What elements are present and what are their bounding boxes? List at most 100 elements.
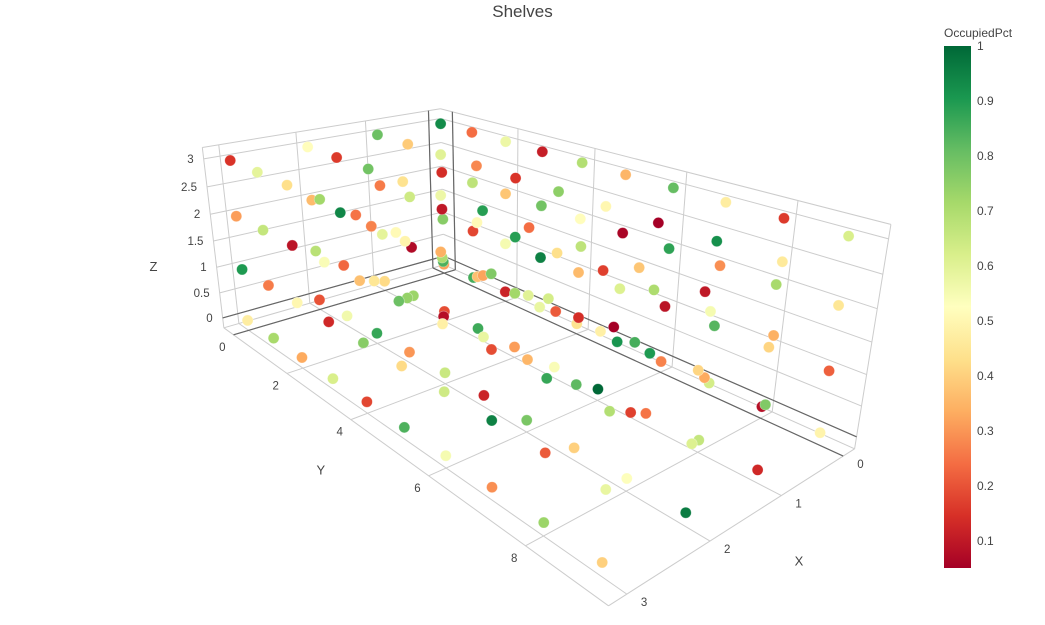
scatter-point[interactable] [523, 221, 535, 234]
scatter-point[interactable] [778, 212, 790, 225]
scatter-point[interactable] [572, 311, 585, 324]
scatter-point[interactable] [499, 237, 512, 250]
scatter-point[interactable] [539, 447, 552, 459]
scatter-point[interactable] [714, 259, 726, 272]
scatter-point[interactable] [648, 284, 660, 296]
scatter-point[interactable] [814, 426, 826, 439]
scatter-point[interactable] [437, 213, 449, 226]
scatter-point[interactable] [552, 185, 565, 198]
scatter-point[interactable] [698, 371, 711, 384]
scatter-point[interactable] [435, 166, 448, 179]
scatter-point[interactable] [361, 396, 373, 408]
scatter-point[interactable] [313, 193, 326, 206]
scatter-point[interactable] [663, 242, 675, 255]
scatter-point[interactable] [619, 168, 632, 181]
scatter-point[interactable] [371, 327, 383, 340]
scatter-point[interactable] [576, 156, 588, 169]
scatter-point[interactable] [470, 160, 483, 172]
scatter-point[interactable] [711, 235, 723, 248]
scatter-point[interactable] [499, 135, 512, 148]
scatter-point[interactable] [236, 263, 248, 276]
scatter-point[interactable] [832, 299, 845, 312]
scatter-point[interactable] [477, 331, 490, 343]
scatter-point[interactable] [357, 337, 370, 349]
scatter-point[interactable] [770, 278, 783, 291]
scatter-point[interactable] [301, 141, 314, 153]
scatter-point[interactable] [644, 347, 656, 360]
scatter-point[interactable] [603, 405, 616, 418]
scatter-point[interactable] [508, 341, 521, 353]
scatter-point[interactable] [434, 189, 447, 202]
scatter-point[interactable] [533, 301, 546, 313]
scatter-point[interactable] [401, 138, 414, 151]
scatter-point[interactable] [313, 294, 326, 306]
scatter-point[interactable] [600, 200, 612, 213]
scatter-point[interactable] [659, 300, 671, 313]
scatter-point[interactable] [281, 179, 293, 191]
scatter-point[interactable] [267, 332, 280, 344]
scatter-point[interactable] [485, 268, 498, 280]
scatter-point[interactable] [241, 314, 254, 327]
scatter-point[interactable] [720, 196, 732, 209]
scatter-point[interactable] [439, 366, 451, 379]
scatter-point[interactable] [371, 128, 384, 141]
scatter-point[interactable] [614, 282, 626, 295]
scatter-point[interactable] [485, 414, 498, 427]
scatter-point[interactable] [535, 200, 548, 212]
scatter-point[interactable] [224, 154, 237, 167]
scatter-point[interactable] [334, 206, 347, 219]
scatter-point[interactable] [434, 117, 447, 130]
scatter-point[interactable] [499, 285, 512, 298]
scatter-point[interactable] [362, 163, 375, 175]
scatter-point[interactable] [390, 226, 402, 239]
scatter-point[interactable] [763, 341, 775, 354]
scatter-point[interactable] [353, 274, 366, 287]
scatter-point[interactable] [520, 414, 533, 427]
scatter-point[interactable] [594, 325, 607, 338]
scatter-point[interactable] [327, 372, 339, 385]
scatter-point[interactable] [551, 247, 563, 259]
scatter-point[interactable] [374, 179, 386, 192]
scatter-point[interactable] [376, 228, 389, 241]
scatter-point[interactable] [341, 310, 353, 322]
scatter-point[interactable] [521, 353, 534, 366]
scatter-point[interactable] [624, 406, 637, 419]
scatter-point[interactable] [485, 343, 498, 356]
scatter-point[interactable] [230, 210, 243, 222]
scatter-point[interactable] [842, 230, 855, 242]
scatter-point[interactable] [704, 305, 717, 318]
scatter-point[interactable] [572, 266, 585, 279]
scatter-point[interactable] [537, 516, 550, 529]
scatter-point[interactable] [751, 464, 764, 476]
scatter-point[interactable] [592, 383, 604, 395]
scatter-point[interactable] [396, 175, 409, 188]
scatter-point[interactable] [611, 336, 623, 348]
scatter-point[interactable] [597, 264, 609, 277]
scatter-point[interactable] [466, 126, 478, 139]
scatter-point[interactable] [628, 336, 641, 349]
scatter-point[interactable] [471, 216, 483, 229]
scatter-point[interactable] [542, 292, 555, 305]
scatter-point[interactable] [776, 255, 789, 268]
scatter-point[interactable] [536, 145, 549, 158]
scatter-point[interactable] [349, 209, 362, 221]
scatter-point[interactable] [655, 355, 667, 368]
scatter-point[interactable] [823, 365, 835, 377]
scatter-point[interactable] [251, 166, 264, 179]
scatter-point[interactable] [499, 187, 512, 200]
scatter-point[interactable] [337, 259, 350, 272]
scatter-point[interactable] [399, 235, 411, 248]
scatter-point[interactable] [398, 421, 411, 434]
scatter-point[interactable] [540, 372, 553, 385]
scatter-point[interactable] [759, 398, 772, 411]
scatter-point[interactable] [509, 172, 522, 184]
scatter-point[interactable] [685, 437, 698, 450]
scatter-point[interactable] [365, 220, 378, 233]
scatter-point[interactable] [438, 385, 451, 398]
scatter-point[interactable] [596, 556, 608, 569]
scatter-point[interactable] [679, 506, 692, 519]
scatter-point[interactable] [472, 322, 484, 335]
scatter-point[interactable] [767, 329, 780, 342]
scatter-point[interactable] [318, 256, 331, 268]
